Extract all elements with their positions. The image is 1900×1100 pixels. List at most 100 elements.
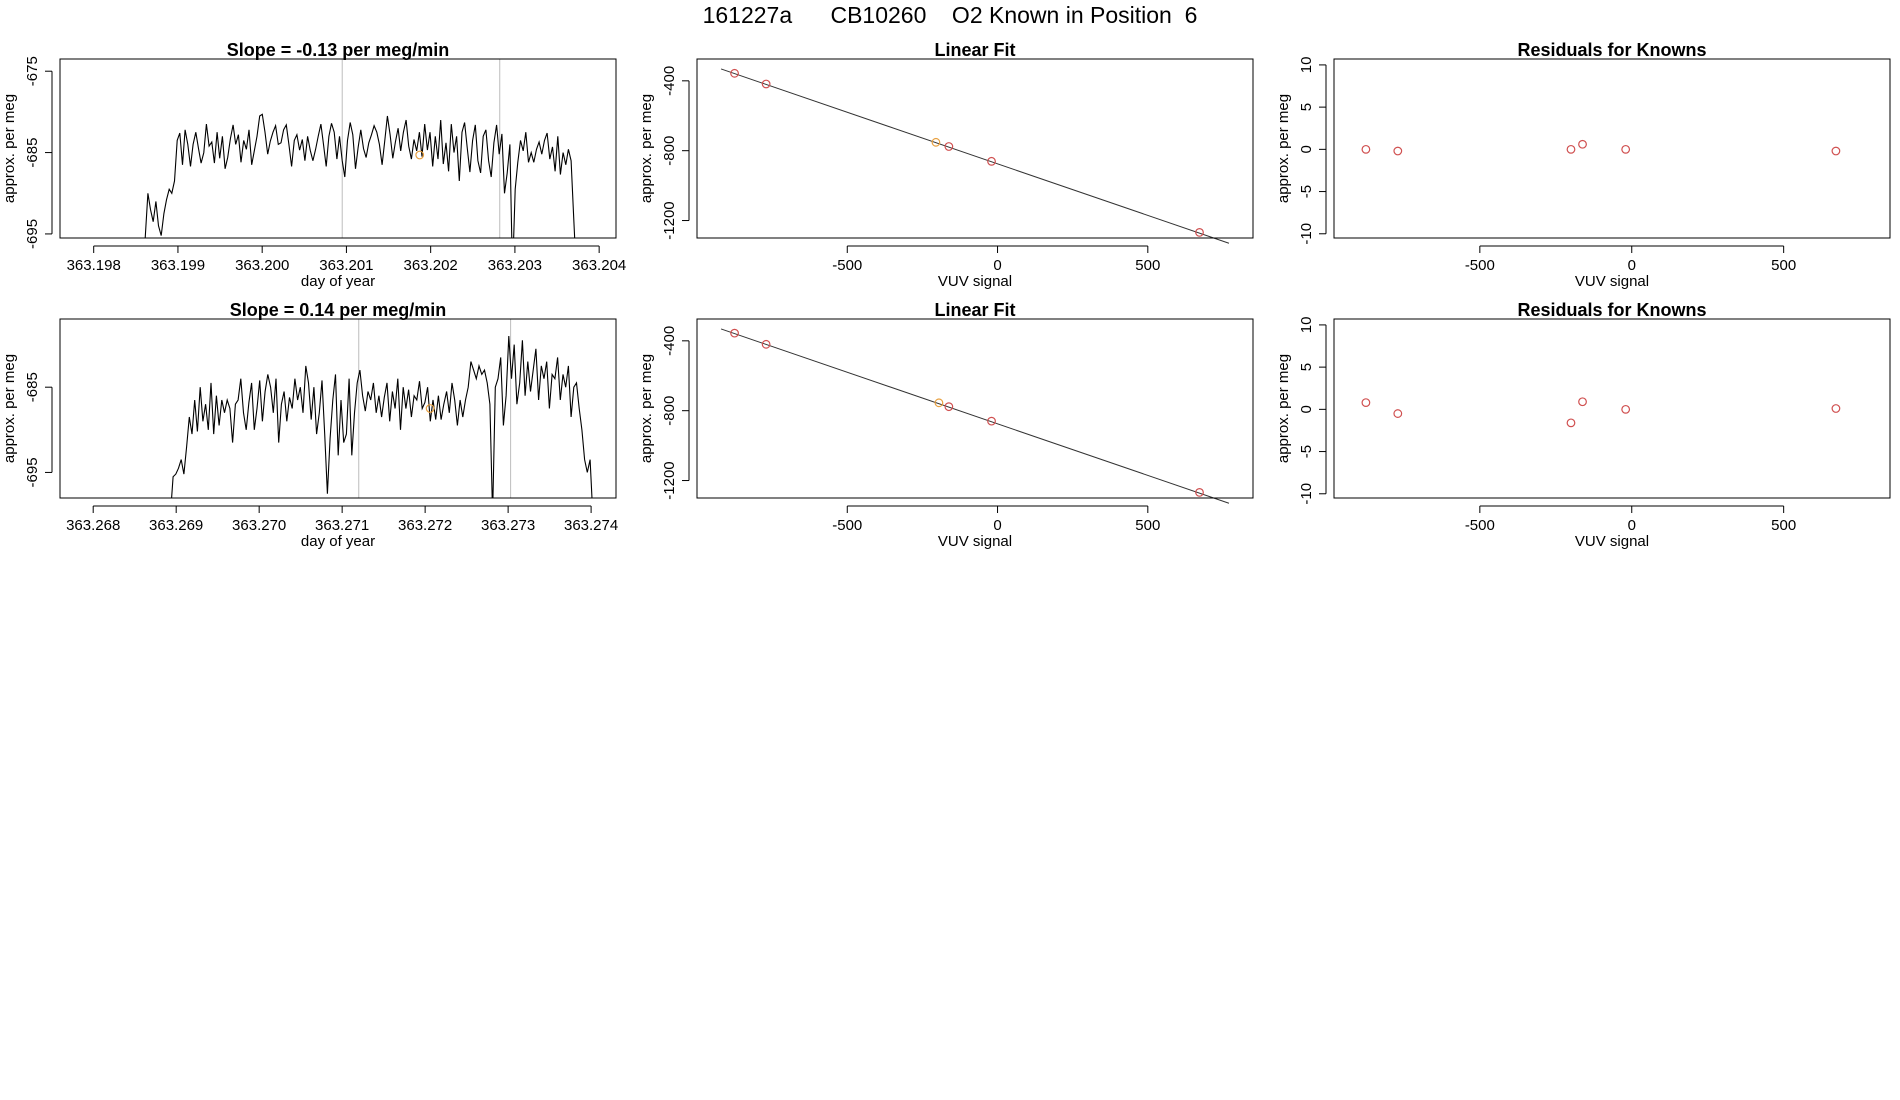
plot-frame (1333, 58, 1891, 239)
y-tick-label: -675 (24, 56, 41, 86)
x-tick-label: 0 (993, 257, 1001, 274)
data-point (1361, 398, 1371, 407)
data-point (730, 328, 739, 338)
plot-content (171, 319, 593, 498)
x-tick-label: 363.204 (572, 257, 626, 274)
x-tick-label: 363.202 (404, 257, 458, 274)
panel-title: Slope = 0.14 per meg/min (230, 300, 447, 320)
x-axis-label: VUV signal (938, 533, 1012, 550)
x-tick-label: 0 (1628, 257, 1636, 274)
x-tick-label: 500 (1135, 517, 1160, 534)
y-tick-label: 5 (1298, 363, 1315, 371)
series-line (171, 335, 593, 498)
y-tick-label: -1200 (661, 461, 678, 499)
y-tick-label: 5 (1298, 103, 1315, 111)
data-point (1831, 146, 1841, 156)
data-point (1621, 144, 1631, 154)
y-tick-label: -800 (661, 136, 678, 166)
x-tick-label: 500 (1771, 517, 1796, 534)
series-line (144, 113, 576, 238)
plot-frame (1333, 318, 1891, 499)
y-axis-label: approx. per meg (1275, 354, 1292, 463)
highlight-point (415, 150, 425, 160)
y-tick-label: 0 (1298, 405, 1315, 413)
x-tick-label: 363.271 (315, 517, 369, 534)
x-tick-label: 363.203 (488, 257, 542, 274)
y-axis-label: approx. per meg (1, 354, 18, 463)
x-tick-label: -500 (832, 257, 862, 274)
y-axis-label: approx. per meg (1275, 94, 1292, 203)
x-tick-label: 363.199 (151, 257, 205, 274)
y-tick-label: -685 (24, 372, 41, 402)
plot-frame (59, 318, 617, 499)
y-tick-label: -5 (1298, 445, 1315, 458)
x-tick-label: 363.198 (67, 257, 121, 274)
plot-frame (59, 58, 617, 239)
x-tick-label: 0 (1628, 517, 1636, 534)
data-point (1393, 146, 1403, 156)
data-point (1566, 144, 1576, 154)
plot-frame (696, 58, 1254, 239)
figure-title: 161227a CB10260 O2 Known in Position 6 (702, 2, 1198, 28)
data-point (1566, 418, 1576, 428)
data-point (1831, 404, 1841, 413)
data-point (1361, 144, 1371, 154)
panel-residuals-bottom: -500 0 500 VUV signal 10 5 0 -5 -10 approx. per m… (1275, 300, 1891, 550)
x-tick-label: 363.274 (564, 517, 618, 534)
data-point (730, 68, 739, 78)
data-point (1578, 397, 1587, 407)
y-tick-label: 10 (1298, 57, 1315, 74)
data-point (761, 339, 771, 349)
y-tick-label: -695 (24, 219, 41, 249)
y-tick-label: -1200 (661, 201, 678, 239)
y-tick-label: 0 (1298, 145, 1315, 153)
x-tick-label: -500 (1465, 517, 1495, 534)
plot-frame (696, 318, 1254, 499)
panel-linear-fit-top: -500 0 500 VUV signal -400 -800 -1200 approx. p… (638, 40, 1254, 290)
x-tick-label: -500 (832, 517, 862, 534)
panel-slope-bottom: 363.268 363.269 363.270 363.271 363.272 363.2… (1, 300, 618, 550)
fit-line (720, 328, 1230, 504)
data-point (987, 156, 996, 166)
y-tick-label: -10 (1298, 223, 1315, 245)
panel-title: Slope = -0.13 per meg/min (227, 40, 450, 60)
y-tick-label: -695 (24, 457, 41, 487)
data-point (761, 79, 771, 89)
x-tick-label: -500 (1465, 257, 1495, 274)
y-tick-label: -5 (1298, 185, 1315, 198)
highlight-point (425, 404, 435, 413)
panel-title: Residuals for Knowns (1517, 40, 1706, 60)
x-tick-label: 363.200 (235, 257, 289, 274)
x-axis-label: day of year (301, 533, 375, 550)
data-point (1578, 139, 1587, 149)
panel-slope-top: 363.198 363.199 363.200 363.201 363.202 363.2… (1, 40, 626, 290)
fit-line (720, 68, 1230, 244)
y-tick-label: -400 (661, 326, 678, 356)
x-axis-label: VUV signal (1575, 533, 1649, 550)
y-tick-label: -685 (24, 138, 41, 168)
y-axis-label: approx. per meg (638, 354, 655, 463)
panel-title: Residuals for Knowns (1517, 300, 1706, 320)
data-point (987, 416, 996, 426)
x-tick-label: 363.272 (398, 517, 452, 534)
y-axis-label: approx. per meg (1, 94, 18, 203)
x-tick-label: 363.269 (149, 517, 203, 534)
x-tick-label: 363.270 (232, 517, 286, 534)
y-tick-label: -800 (661, 396, 678, 426)
x-tick-label: 363.273 (481, 517, 535, 534)
x-axis-label: VUV signal (1575, 273, 1649, 290)
x-tick-label: 500 (1771, 257, 1796, 274)
x-tick-label: 500 (1135, 257, 1160, 274)
y-tick-label: -400 (661, 66, 678, 96)
y-tick-label: -10 (1298, 483, 1315, 505)
x-axis-label: VUV signal (938, 273, 1012, 290)
panel-title: Linear Fit (934, 40, 1015, 60)
data-point (1393, 409, 1403, 418)
panel-title: Linear Fit (934, 300, 1015, 320)
data-point (1621, 404, 1631, 414)
data-point (1195, 488, 1204, 497)
x-tick-label: 363.201 (319, 257, 373, 274)
y-tick-label: 10 (1298, 317, 1315, 334)
plot-content (144, 59, 576, 238)
